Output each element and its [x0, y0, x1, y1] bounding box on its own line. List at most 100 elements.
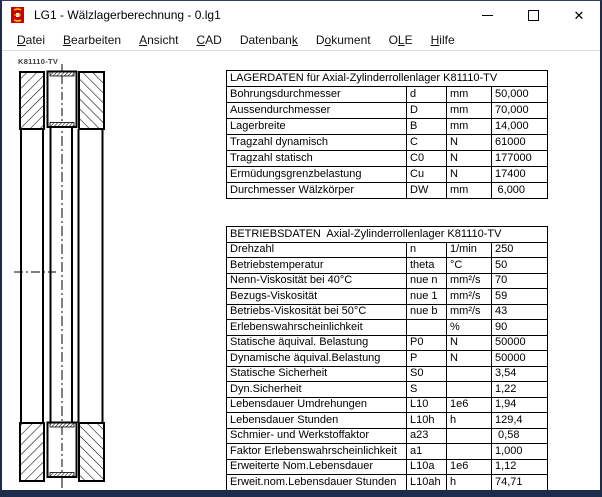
menu-item-datei[interactable]: Datei: [17, 33, 46, 47]
cell-value[interactable]: 70,000: [490, 102, 549, 119]
menu-item-dokument[interactable]: Dokument: [315, 33, 371, 47]
cell-value[interactable]: 43: [491, 303, 548, 320]
cell-unit: mm²/s: [446, 288, 492, 305]
cell-value[interactable]: 90: [491, 319, 548, 336]
cell-name: Betriebs-Viskosität bei 50°C: [226, 303, 407, 320]
cell-value[interactable]: 74,71: [491, 474, 548, 491]
top-cage-strip-upper: [49, 71, 75, 77]
menu-item-ansicht[interactable]: Ansicht: [139, 33, 179, 47]
bottom-left-washer-section: [19, 422, 45, 482]
cell-value[interactable]: 59: [491, 288, 548, 305]
cell-symbol: S0: [406, 365, 447, 382]
cell-name: Dyn.Sicherheit: [226, 381, 407, 398]
cell-unit: h: [446, 412, 492, 429]
cell-symbol: nue n: [406, 272, 447, 289]
menu-item-hilfe[interactable]: Hilfe: [430, 33, 455, 47]
cell-unit: mm: [446, 118, 492, 135]
title-bar[interactable]: LG1 - Wälzlagerberechnung - 0.lg1 ✕: [0, 0, 602, 30]
cell-value[interactable]: 1,94: [491, 396, 548, 413]
cell-value[interactable]: 61000: [490, 134, 549, 151]
cell-name: Bezugs-Viskosität: [226, 288, 407, 305]
cell-value[interactable]: 1,22: [491, 381, 548, 398]
cell-value[interactable]: 50,000: [490, 86, 549, 103]
table-row: Lagerbreite B mm 14,000: [226, 118, 549, 135]
cell-symbol: a23: [406, 427, 447, 444]
cell-name: Lebensdauer Umdrehungen: [226, 396, 407, 413]
table-row: Faktor Erlebenswahrscheinlichkeit a1 1,0…: [226, 443, 548, 460]
cell-value[interactable]: 3,54: [491, 365, 548, 382]
cell-unit: 1/min: [446, 241, 492, 258]
cell-value[interactable]: 1,12: [491, 458, 548, 475]
table-row: Erweiterte Nom.Lebensdauer L10a 1e6 1,12: [226, 458, 548, 475]
cell-value[interactable]: 17400: [490, 166, 549, 183]
minimize-button[interactable]: [464, 0, 510, 30]
cell-unit: [446, 381, 492, 398]
table-row: Statische Sicherheit S0 3,54: [226, 365, 548, 382]
cell-name: Schmier- und Werkstoffaktor: [226, 427, 407, 444]
cell-name: Erlebenswahrscheinlichkeit: [226, 319, 407, 336]
maximize-icon: [527, 9, 539, 21]
cell-name: Erweit.nom.Lebensdauer Stunden: [226, 474, 407, 491]
betriebsdaten-table: BETRIEBSDATEN Axial-Zylinderrollenlager …: [226, 226, 548, 491]
cell-name: Aussendurchmesser: [226, 102, 407, 119]
cell-value[interactable]: 0,58: [491, 427, 548, 444]
table-row: Durchmesser Wälzkörper DW mm 6,000: [226, 182, 549, 199]
bottom-cage-strip-lower: [49, 472, 75, 478]
top-roller-section: [46, 70, 78, 128]
washer-wall-lines: [20, 127, 104, 423]
table-row: Lebensdauer Stunden L10h h 129,4: [226, 412, 548, 429]
cell-symbol: P0: [406, 334, 447, 351]
table-row: Tragzahl dynamisch C N 61000: [226, 134, 549, 151]
cell-unit: 1e6: [446, 396, 492, 413]
table-row: Bezugs-Viskosität nue 1 mm²/s 59: [226, 288, 548, 305]
table-row: Bohrungsdurchmesser d mm 50,000: [226, 86, 549, 103]
menu-bar: Datei Bearbeiten Ansicht CAD Datenbank D…: [2, 30, 602, 51]
cell-symbol: n: [406, 241, 447, 258]
cell-value[interactable]: 250: [491, 241, 548, 258]
cell-unit: N: [446, 350, 492, 367]
table-row: Tragzahl statisch C0 N 177000: [226, 150, 549, 167]
cell-value[interactable]: 1,000: [491, 443, 548, 460]
cell-symbol: nue 1: [406, 288, 447, 305]
maximize-button[interactable]: [510, 0, 556, 30]
menu-item-datenbank[interactable]: Datenbank: [239, 33, 298, 47]
cell-symbol: S: [406, 381, 447, 398]
cell-name: Drehzahl: [226, 241, 407, 258]
cell-value[interactable]: 50: [491, 257, 548, 274]
cell-value[interactable]: 50000: [491, 334, 548, 351]
menu-item-bearbeiten[interactable]: Bearbeiten: [63, 33, 122, 47]
cell-name: Faktor Erlebenswahrscheinlichkeit: [226, 443, 407, 460]
table-row: Lebensdauer Umdrehungen L10 1e6 1,94: [226, 396, 548, 413]
cell-value[interactable]: 177000: [490, 150, 549, 167]
cell-value[interactable]: 14,000: [490, 118, 549, 135]
cell-symbol: DW: [406, 182, 447, 199]
cell-name: Nenn-Viskosität bei 40°C: [226, 272, 407, 289]
cell-value[interactable]: 70: [491, 272, 548, 289]
table-title: LAGERDATEN für Axial-Zylinderrollenlager…: [225, 70, 549, 87]
cell-symbol: C: [406, 134, 447, 151]
cell-name: Tragzahl dynamisch: [226, 134, 407, 151]
table-row: Betriebs-Viskosität bei 50°C nue b mm²/s…: [226, 303, 548, 320]
cell-name: Ermüdungsgrenzbelastung: [226, 166, 407, 183]
cell-symbol: nue b: [406, 303, 447, 320]
cell-unit: [446, 365, 492, 382]
window-controls: ✕: [464, 0, 602, 30]
top-left-washer-section: [19, 71, 45, 130]
bottom-cage-strip-upper: [49, 422, 75, 428]
cell-value[interactable]: 50000: [491, 350, 548, 367]
cell-symbol: L10h: [406, 412, 447, 429]
top-cage-strip-lower: [49, 122, 75, 128]
cell-symbol: L10a: [406, 458, 447, 475]
cell-symbol: P: [406, 350, 447, 367]
cell-name: Bohrungsdurchmesser: [226, 86, 407, 103]
cell-unit: N: [446, 166, 492, 183]
menu-item-ole[interactable]: OLE: [388, 33, 413, 47]
table-row: Ermüdungsgrenzbelastung Cu N 17400: [226, 166, 549, 183]
close-button[interactable]: ✕: [556, 0, 602, 30]
menu-item-cad[interactable]: CAD: [196, 33, 222, 47]
cell-unit: N: [446, 334, 492, 351]
cell-unit: [446, 427, 492, 444]
cell-value[interactable]: 6,000: [490, 182, 549, 199]
cell-unit: mm: [446, 86, 492, 103]
cell-value[interactable]: 129,4: [491, 412, 548, 429]
